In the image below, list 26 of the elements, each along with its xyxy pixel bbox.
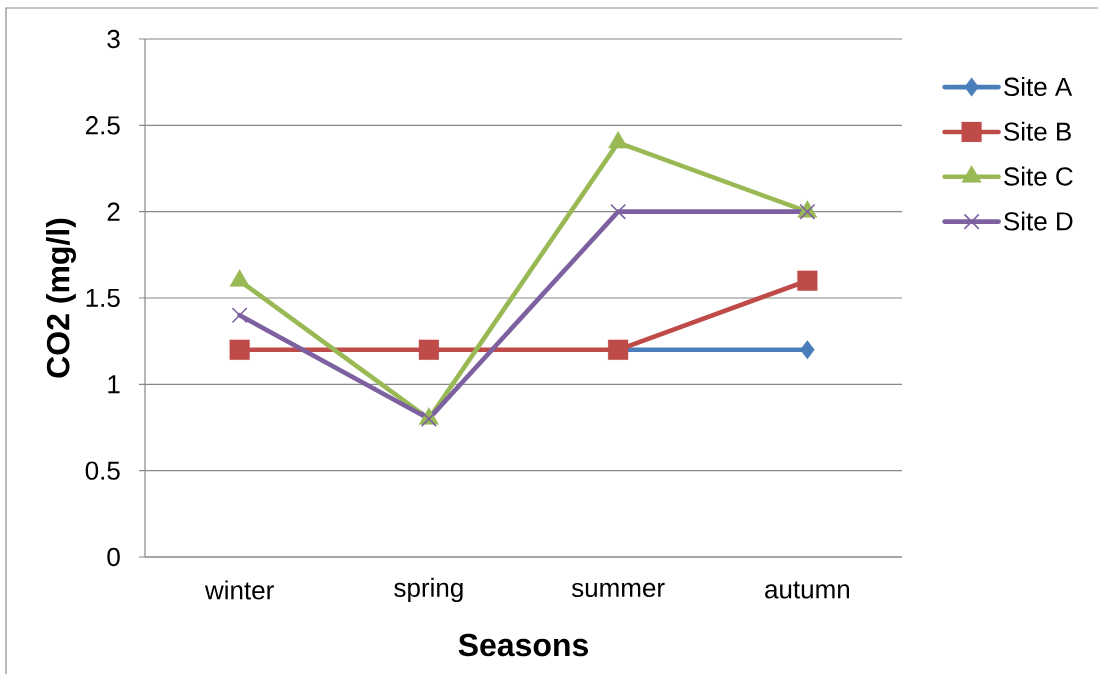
point: [797, 270, 818, 291]
x-axis-title: Seasons: [458, 633, 588, 657]
x-tick-label: winter: [204, 580, 274, 600]
y-tick-label: 3: [107, 29, 120, 49]
y-tick-label: 1: [108, 375, 120, 394]
y-tick-label: 0: [107, 547, 120, 567]
point: [232, 307, 248, 323]
legend-label: Site B: [1004, 121, 1071, 141]
y-tick-label: 1.5: [86, 288, 120, 308]
y-tick-label: 2: [107, 202, 120, 221]
point: [421, 411, 437, 427]
legend-label: Site C: [1004, 166, 1073, 186]
x-tick-label: summer: [571, 582, 665, 598]
point: [608, 131, 629, 149]
x-tick-label: spring: [394, 577, 463, 603]
x-tick-label: autumn: [765, 581, 850, 599]
point: [799, 204, 815, 220]
legend-label: Site A: [1004, 76, 1073, 97]
legend-label: Site D: [1004, 211, 1073, 231]
point: [800, 340, 815, 360]
point: [418, 339, 439, 360]
y-tick-label: 0.5: [85, 461, 120, 480]
y-axis-title: CO2 (mg/l): [46, 218, 76, 378]
y-tick-label: 2.5: [85, 116, 120, 135]
point: [229, 339, 250, 360]
point: [610, 204, 626, 220]
